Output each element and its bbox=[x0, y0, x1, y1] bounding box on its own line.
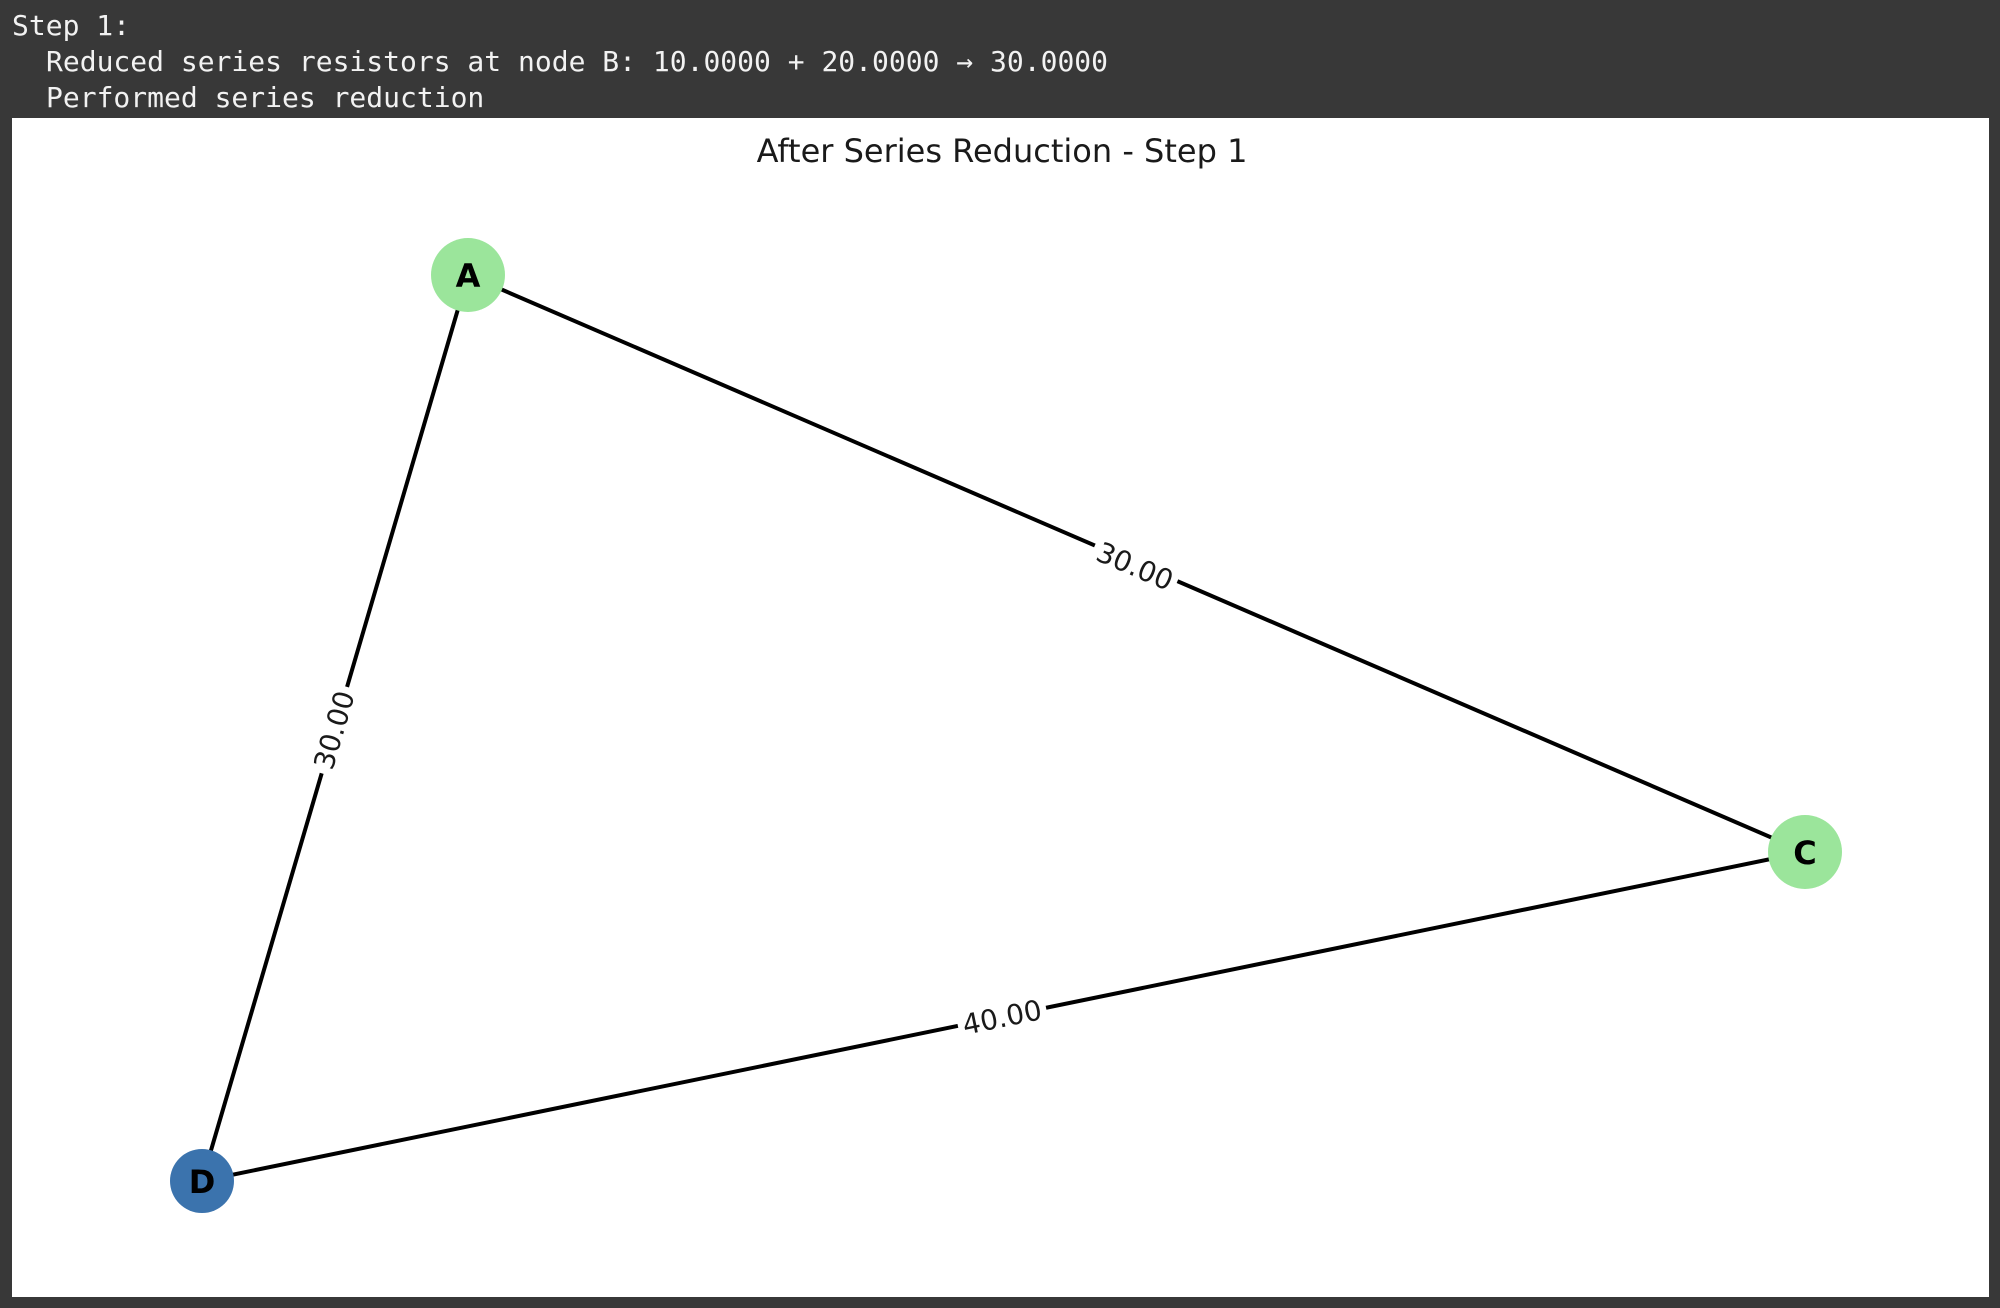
console-output: Step 1: Reduced series resistors at node… bbox=[0, 0, 2000, 118]
edge-label-a-d: 30.00 bbox=[302, 681, 366, 779]
edge-label-a-c: 30.00 bbox=[1085, 529, 1185, 603]
console-step-line: Step 1: bbox=[12, 9, 131, 42]
graph-canvas: After Series Reduction - Step 1 30.00 30… bbox=[170, 132, 1842, 1213]
node-c: C bbox=[1768, 815, 1842, 889]
console-reduction-line: Reduced series resistors at node B: 10.0… bbox=[46, 45, 1109, 78]
node-a-circle bbox=[431, 238, 505, 312]
console-status-line: Performed series reduction bbox=[46, 81, 485, 114]
node-c-label: C bbox=[1793, 834, 1816, 872]
node-d-circle bbox=[170, 1149, 234, 1213]
graph-figure: After Series Reduction - Step 1 30.00 30… bbox=[12, 118, 1989, 1297]
node-d-label: D bbox=[189, 1163, 216, 1201]
node-a: A bbox=[431, 238, 505, 312]
figure-title: After Series Reduction - Step 1 bbox=[757, 132, 1248, 170]
node-c-circle bbox=[1768, 815, 1842, 889]
edge-label-d-c: 40.00 bbox=[953, 988, 1051, 1046]
node-a-label: A bbox=[456, 257, 481, 295]
node-d: D bbox=[170, 1149, 234, 1213]
